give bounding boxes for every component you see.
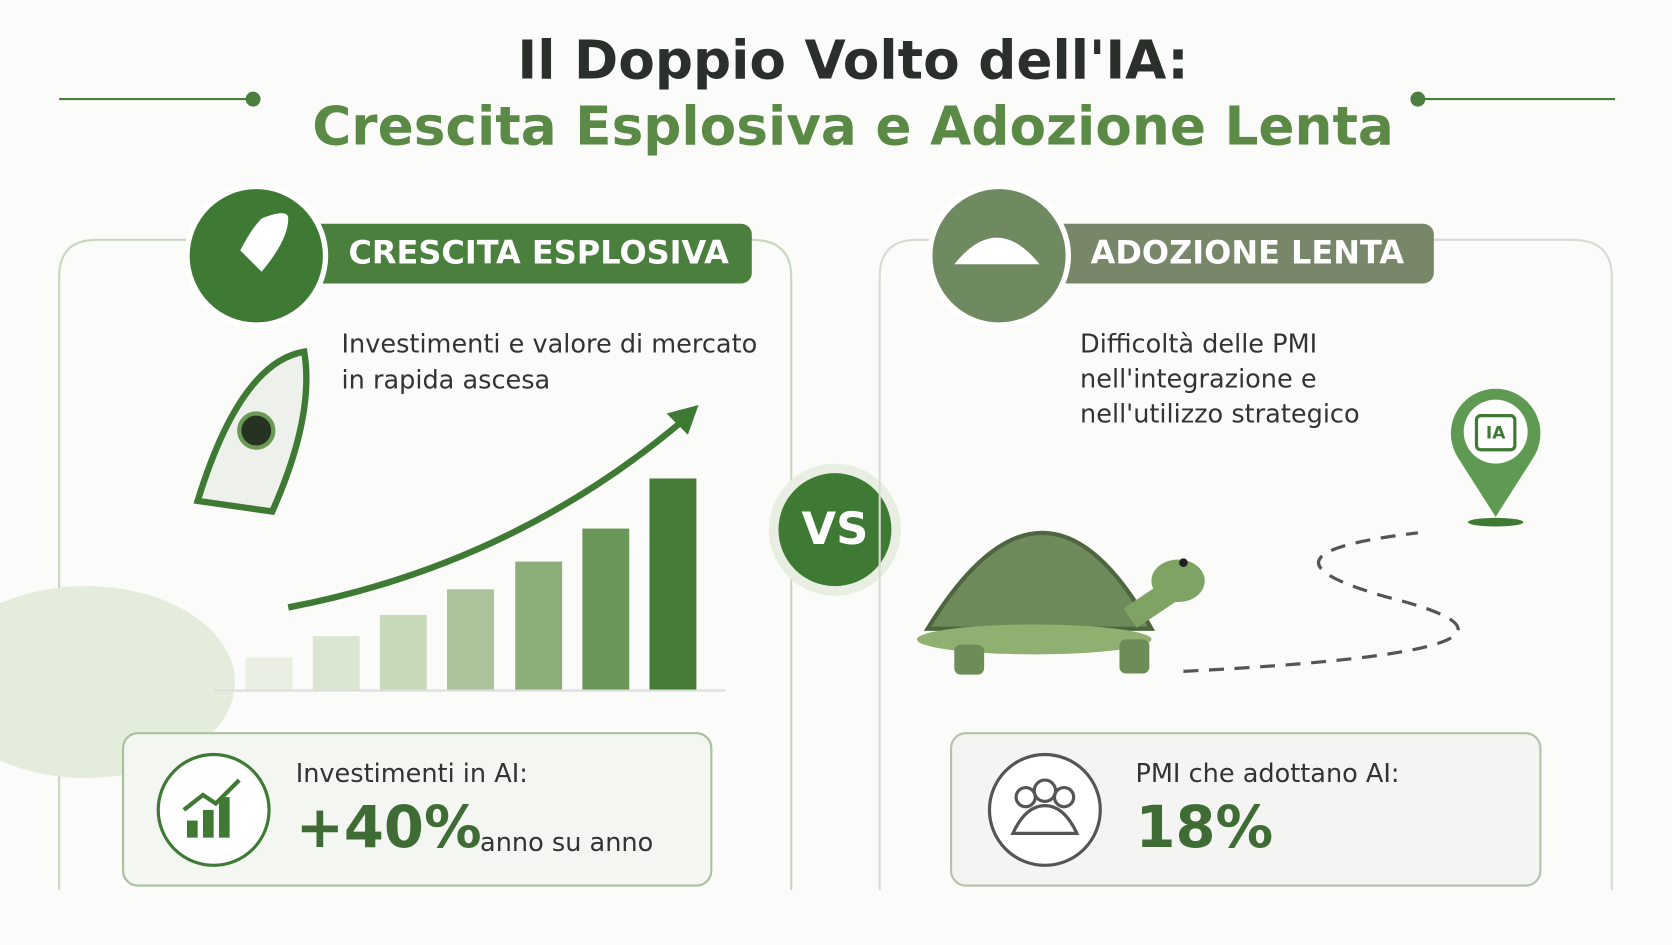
right-description: nell'utilizzo strategico: [1080, 400, 1360, 430]
right-stat-label: PMI che adottano AI:: [1135, 759, 1399, 789]
left-stat-suffix: anno su anno: [480, 828, 653, 858]
right-description: Difficoltà delle PMI: [1080, 329, 1317, 359]
location-pin: [1450, 388, 1541, 527]
chart-icon: [156, 752, 271, 867]
pin-label: IA: [1486, 424, 1506, 444]
right-banner: [1039, 223, 1434, 284]
vs-badge: [778, 473, 892, 587]
left-description: Investimenti e valore di mercato: [342, 329, 758, 359]
right-stat-value: 18%: [1135, 794, 1273, 861]
title: Il Doppio Volto dell'IA:: [517, 30, 1188, 92]
left-label: CRESCITA ESPLOSIVA: [348, 234, 729, 272]
decor-lines: [59, 91, 1616, 107]
right-label: ADOZIONE LENTA: [1091, 234, 1405, 272]
left-banner: [309, 223, 752, 284]
left-stat-box: [121, 732, 713, 887]
subtitle: Crescita Esplosiva e Adozione Lenta: [312, 96, 1394, 158]
growth-bars: [0, 347, 726, 778]
turtle-glyph: [954, 237, 1040, 265]
rocket-glyph: [240, 213, 289, 272]
left-description: in rapida ascesa: [342, 366, 551, 396]
left-stat-value: +40%: [296, 794, 482, 861]
people-icon: [987, 752, 1102, 867]
left-stat-label: Investimenti in AI:: [296, 759, 528, 789]
turtle-scene: [916, 530, 1460, 675]
right-description: nell'integrazione e: [1080, 364, 1317, 394]
right-stat-box: [950, 732, 1542, 887]
vs-label: VS: [801, 502, 868, 555]
